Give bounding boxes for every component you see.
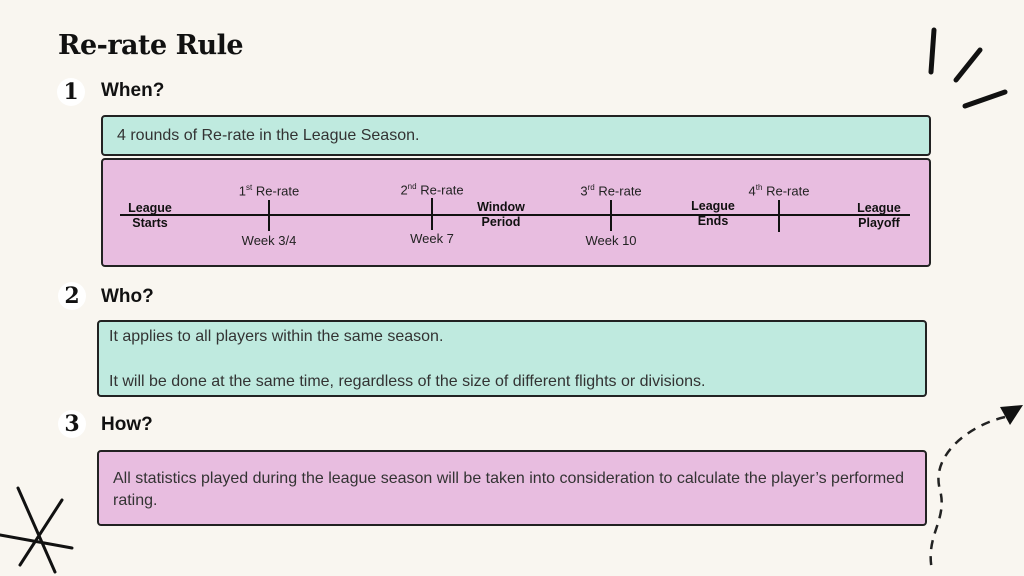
sparkle-decoration-icon (928, 27, 1008, 109)
who-box: It applies to all players within the sam… (97, 320, 927, 397)
section-heading-when: When? (101, 80, 165, 101)
timeline-box: 1st Re-rate 2nd Re-rate 3rd Re-rate 4th … (101, 158, 931, 267)
dashed-arrow-icon (929, 405, 1023, 571)
milestone-4-label: 4th Re-rate (748, 183, 810, 199)
page-title: Re-rate Rule (58, 30, 244, 61)
star-decoration-icon (0, 486, 74, 574)
milestone-1-label: 1st Re-rate (238, 183, 300, 199)
timeline-line (120, 198, 910, 232)
phase-league-playoff: League Playoff (857, 201, 901, 230)
section-number-1: 1 (57, 78, 85, 106)
when-text: 4 rounds of Re-rate in the League Season… (117, 127, 420, 144)
section-heading-how: How? (101, 414, 153, 435)
how-box: All statistics played during the league … (97, 450, 927, 526)
milestone-2-label: 2nd Re-rate (400, 182, 464, 198)
who-text-1: It applies to all players within the sam… (109, 328, 444, 345)
milestone-2-week: Week 7 (410, 231, 454, 246)
section-number-3: 3 (58, 410, 86, 438)
who-text-2: It will be done at the same time, regard… (109, 373, 706, 390)
section-heading-who: Who? (101, 286, 154, 307)
how-text: All statistics played during the league … (113, 470, 904, 509)
milestone-1-week: Week 3/4 (241, 233, 297, 248)
section-number-2: 2 (58, 282, 86, 310)
milestone-3-label: 3rd Re-rate (580, 183, 642, 199)
milestone-3-week: Week 10 (585, 233, 637, 248)
phase-league-starts: League Starts (128, 201, 172, 230)
when-box: 4 rounds of Re-rate in the League Season… (101, 115, 931, 156)
phase-window-period: Window Period (477, 200, 525, 229)
phase-league-ends: League Ends (691, 199, 735, 228)
